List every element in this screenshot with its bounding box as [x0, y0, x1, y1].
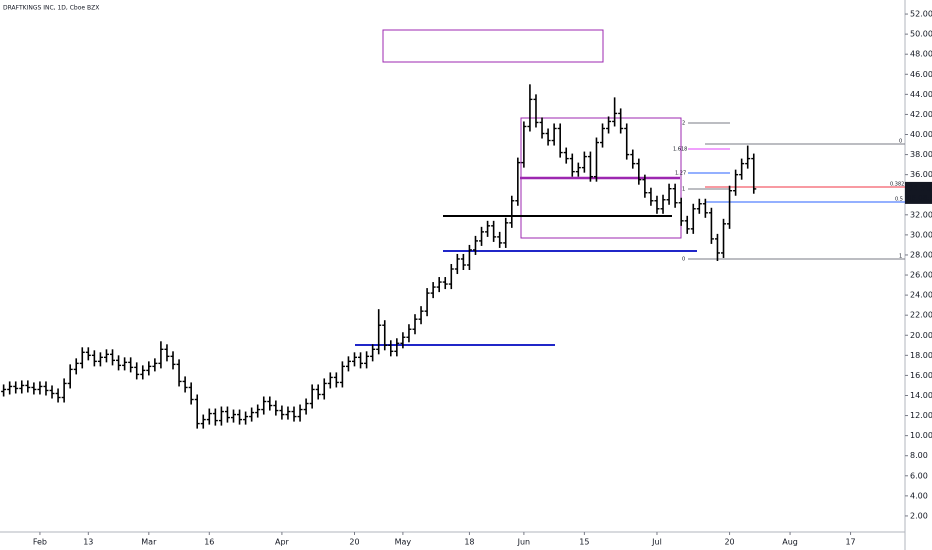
y-tick-label: 18.00	[910, 351, 932, 360]
x-tick-label: 20	[349, 538, 359, 547]
x-tick-label: 16	[204, 538, 214, 547]
chart-title: DRAFTKINGS INC, 1D, Cboe BZX	[3, 5, 99, 12]
y-tick-label: 20.00	[910, 331, 932, 340]
y-tick-label: 2.00	[910, 511, 928, 520]
y-tick-label: 14.00	[910, 391, 932, 400]
rectangle-drawing	[382, 29, 604, 63]
x-tick-label: 15	[579, 538, 589, 547]
y-tick-label: 28.00	[910, 250, 932, 259]
x-tick-label: 18	[464, 538, 474, 547]
x-tick-label: 17	[845, 538, 855, 547]
x-tick-label: May	[395, 538, 412, 547]
y-tick-label: 46.00	[910, 70, 932, 79]
y-tick-label: 48.00	[910, 50, 932, 59]
x-tick-label: Apr	[275, 538, 290, 547]
y-tick-label: 12.00	[910, 411, 932, 420]
fib-label: 0	[899, 139, 902, 145]
fib-right: 0 0.382 0.5 1	[705, 139, 905, 260]
x-tick-label: 13	[83, 538, 93, 547]
fib-label: 1	[682, 187, 685, 193]
y-tick-label: 44.00	[910, 90, 932, 99]
y-tick-label: 10.00	[910, 431, 932, 440]
y-tick-label: 52.00	[910, 10, 932, 19]
fib-label: 2	[682, 121, 685, 127]
fib-label: 1	[899, 254, 902, 260]
y-tick-label: 22.00	[910, 311, 932, 320]
last-price-label: 34.58	[908, 183, 931, 192]
x-tick-label: Jul	[651, 538, 662, 547]
y-tick-label: 4.00	[910, 491, 928, 500]
x-tick-label: Aug	[782, 538, 798, 547]
y-tick-label: 32.00	[910, 210, 932, 219]
y-tick-label: 38.00	[910, 150, 932, 159]
x-tick-label: 20	[724, 538, 734, 547]
x-tick-label: Jun	[517, 538, 531, 547]
y-tick-label: 40.00	[910, 130, 932, 139]
y-tick-label: 50.00	[910, 30, 932, 39]
y-tick-label: 8.00	[910, 451, 928, 460]
countdown-label: 06:08:5	[907, 194, 932, 202]
y-tick-label: 26.00	[910, 271, 932, 280]
y-tick-label: 16.00	[910, 371, 932, 380]
last-price-box	[905, 181, 932, 204]
fib-label: 0.5	[895, 197, 903, 203]
y-tick-label: 24.00	[910, 291, 932, 300]
fib-label: 1.27	[675, 171, 686, 177]
y-tick-label: 6.00	[910, 471, 928, 480]
y-tick-label: 30.00	[910, 230, 932, 239]
x-tick-label: Feb	[33, 538, 47, 547]
fib-label: 1.618	[673, 147, 687, 153]
y-tick-label: 36.00	[910, 170, 932, 179]
fib-label: 0	[682, 257, 685, 263]
y-tick-label: 42.00	[910, 110, 932, 119]
fib-label: 0.382	[890, 182, 904, 188]
x-tick-label: Mar	[141, 538, 157, 547]
